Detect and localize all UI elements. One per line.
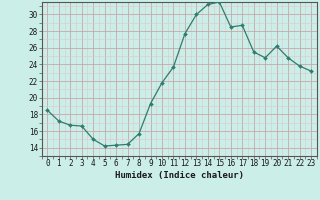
- X-axis label: Humidex (Indice chaleur): Humidex (Indice chaleur): [115, 171, 244, 180]
